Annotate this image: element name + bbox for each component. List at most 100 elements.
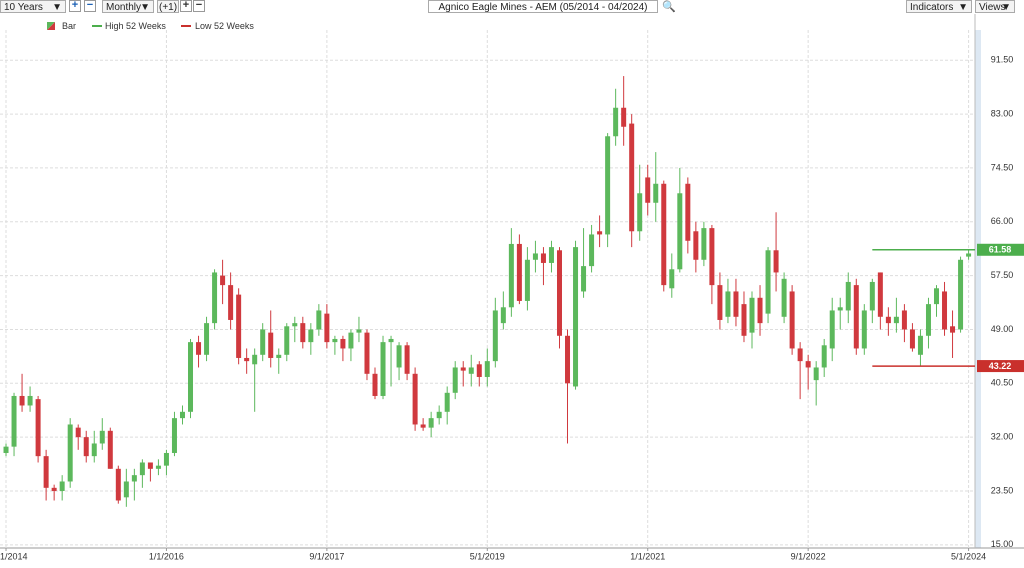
- candle-body: [388, 338, 394, 343]
- zoom-in-button[interactable]: +: [69, 0, 81, 12]
- candle-body: [958, 259, 964, 330]
- candle-body: [204, 323, 210, 355]
- candle-body: [532, 253, 538, 260]
- candle-body: [685, 183, 691, 241]
- candle-body: [284, 326, 290, 355]
- candle-body: [925, 304, 931, 336]
- candle-body: [179, 411, 185, 419]
- candle-body: [741, 304, 747, 336]
- candle-body: [163, 452, 169, 466]
- candle-body: [717, 285, 723, 320]
- candle-body: [75, 427, 81, 438]
- zoom-out-button[interactable]: −: [84, 0, 96, 12]
- dropdown-arrow: ▼: [1001, 2, 1011, 13]
- y-tick-label: 32.00: [991, 432, 1014, 442]
- candle-body: [653, 183, 659, 203]
- candle-body: [220, 275, 226, 286]
- candle-body: [372, 373, 378, 396]
- candle-body: [516, 243, 522, 301]
- candle-body: [773, 250, 779, 273]
- candle-body: [19, 395, 25, 406]
- y-tick-label: 66.00: [991, 216, 1014, 226]
- candle-body: [91, 443, 97, 457]
- candle-body: [460, 367, 466, 371]
- candle-body: [196, 342, 202, 355]
- candle-body: [316, 310, 322, 330]
- candle-body: [83, 437, 89, 457]
- candle-body: [781, 278, 787, 317]
- candle-body: [885, 316, 891, 324]
- legend-label: High 52 Weeks: [105, 21, 166, 31]
- candle-body: [573, 247, 579, 387]
- level-label-box: [977, 243, 1024, 256]
- candle-body: [565, 335, 571, 384]
- candle-body: [540, 253, 546, 263]
- candle-body: [909, 329, 915, 349]
- candle-body: [677, 193, 683, 270]
- candle-body: [324, 313, 330, 343]
- candle-body: [645, 177, 651, 203]
- candle-body: [444, 392, 450, 412]
- candle-body: [733, 291, 739, 317]
- candle-body: [701, 228, 707, 260]
- candle-body: [829, 310, 835, 349]
- candle-body: [147, 462, 153, 469]
- candle-body: [589, 234, 595, 267]
- candle-body: [348, 332, 354, 349]
- range-select[interactable]: 10 Years ▼: [0, 0, 66, 13]
- offset-minus-button[interactable]: −: [193, 0, 205, 12]
- interval-select[interactable]: Monthly ▼: [102, 0, 154, 13]
- dropdown-arrow: ▼: [52, 2, 62, 13]
- candle-body: [853, 285, 859, 349]
- indicators-select[interactable]: Indicators ▼: [906, 0, 972, 13]
- candle-body: [364, 332, 370, 374]
- candle-body: [813, 367, 819, 381]
- candle-body: [107, 430, 113, 469]
- y-tick-label: 83.00: [991, 108, 1014, 118]
- candle-body: [35, 399, 41, 457]
- candle-body: [27, 395, 33, 406]
- y-tick-label: 91.50: [991, 55, 1014, 65]
- axis-strip: [975, 30, 981, 548]
- y-tick-label: 40.50: [991, 378, 1014, 388]
- candle-body: [548, 247, 554, 263]
- x-tick-label: 5/1/2024: [951, 551, 986, 561]
- candle-body: [605, 136, 611, 235]
- y-tick-label: 57.50: [991, 270, 1014, 280]
- candle-body: [709, 228, 715, 286]
- candle-body: [260, 329, 266, 355]
- candle-body: [484, 361, 490, 377]
- interval-text: Monthly: [106, 2, 142, 13]
- candle-body: [869, 281, 875, 311]
- search-icon[interactable]: 🔍: [662, 1, 676, 13]
- candle-body: [155, 465, 161, 469]
- candle-body: [966, 253, 972, 257]
- candle-body: [629, 123, 635, 232]
- y-tick-label: 23.50: [991, 485, 1014, 495]
- candle-body: [933, 288, 939, 305]
- views-select[interactable]: Views ▼: [975, 0, 1015, 13]
- candle-body: [131, 475, 137, 482]
- legend-label: Low 52 Weeks: [195, 21, 254, 31]
- candle-body: [420, 424, 426, 428]
- legend-label: Bar: [62, 21, 76, 31]
- candle-body: [757, 297, 763, 324]
- level-label: 43.22: [989, 361, 1012, 371]
- candle-body: [556, 250, 562, 336]
- candle-body: [51, 487, 57, 491]
- candle-body: [67, 424, 73, 482]
- candle-body: [661, 183, 667, 286]
- x-tick-label: 1/1/2021: [630, 551, 665, 561]
- candle-body: [188, 342, 194, 412]
- candle-body: [139, 462, 145, 476]
- candle-body: [3, 446, 9, 453]
- candle-body: [268, 332, 274, 358]
- candle-body: [917, 335, 923, 355]
- candle-body: [637, 193, 643, 232]
- candle-body: [244, 357, 250, 362]
- candle-body: [468, 367, 474, 374]
- level-label-box: [977, 360, 1024, 373]
- x-tick-label: 9/1/2017: [309, 551, 344, 561]
- offset-plus-button[interactable]: +: [180, 0, 192, 12]
